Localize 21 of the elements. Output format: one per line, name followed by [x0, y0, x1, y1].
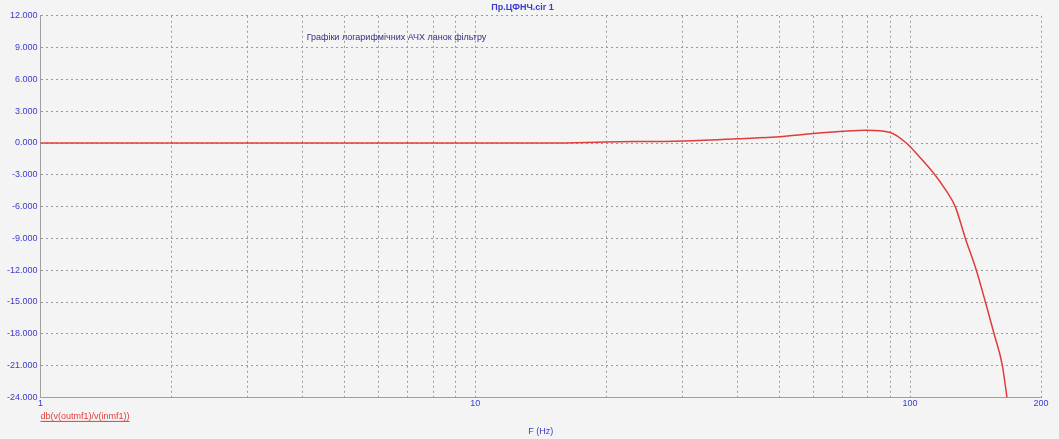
y-tick-label: -21.000	[6, 360, 38, 371]
y-tick-label: 6.000	[14, 73, 38, 84]
x-tick-label: 200	[1033, 398, 1049, 409]
annotation: Графіки логарифмічних АЧХ ланок фільтру	[306, 32, 487, 43]
x-tick-label: 100	[902, 398, 918, 409]
x-tick-label: 1	[38, 398, 44, 409]
y-tick-label: -3.000	[11, 169, 38, 180]
text: db(v(outmf1)/v(inmf1))	[40, 410, 130, 421]
y-tick-label: -15.000	[6, 296, 38, 307]
y-tick-label: 12.000	[9, 10, 38, 21]
y-tick-label: 9.000	[14, 42, 38, 53]
x-axis-title: F (Hz)	[528, 426, 554, 437]
y-tick-label: -6.000	[11, 201, 38, 212]
y-tick-label: 3.000	[14, 105, 38, 116]
y-tick-label: 0.000	[14, 137, 38, 148]
y-tick-label: -18.000	[6, 328, 38, 339]
y-tick-label: -24.000	[6, 391, 38, 402]
chart-title: Пр.ЦФНЧ.cir 1	[491, 1, 554, 12]
x-tick-label: 10	[470, 398, 481, 409]
y-tick-label: -9.000	[11, 232, 38, 243]
y-tick-label: -12.000	[6, 264, 38, 275]
